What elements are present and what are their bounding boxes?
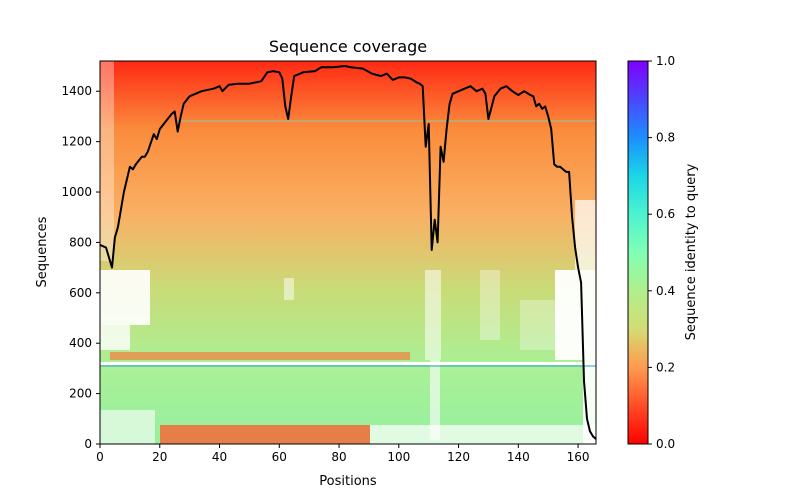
y-tick-label: 600 [69, 286, 92, 300]
colorbar-tick-label: 0.6 [656, 207, 675, 221]
y-axis: 0 200 400 600 800 1000 1200 1400 [61, 84, 100, 451]
colorbar: 0.0 0.2 0.4 0.6 0.8 1.0 Sequence identity to … [627, 54, 699, 451]
y-tick-label: 1400 [61, 84, 92, 98]
y-tick-label: 400 [69, 336, 92, 350]
y-tick-label: 800 [69, 235, 92, 249]
x-tick-label: 120 [447, 450, 470, 464]
y-tick-label: 200 [69, 387, 92, 401]
x-tick-label: 160 [567, 450, 590, 464]
x-tick-label: 100 [387, 450, 410, 464]
heatmap [100, 61, 596, 444]
plot-frame [99, 60, 597, 445]
colorbar-gradient [627, 60, 649, 445]
coverage-gaps [100, 61, 596, 444]
x-axis: 0 20 40 60 80 100 120 140 160 [96, 444, 590, 464]
x-tick-label: 40 [212, 450, 227, 464]
y-axis-label: Sequences [35, 216, 50, 287]
y-tick-label: 1200 [61, 135, 92, 149]
colorbar-label: Sequence identity to query [684, 163, 699, 340]
colorbar-tick-label: 1.0 [656, 54, 675, 68]
heatmap-fill [100, 61, 596, 444]
y-tick-label: 0 [84, 437, 92, 451]
y-tick-label: 1000 [61, 185, 92, 199]
x-tick-label: 20 [152, 450, 167, 464]
colorbar-tick-label: 0.4 [656, 284, 675, 298]
colorbar-ticks: 0.0 0.2 0.4 0.6 0.8 1.0 [648, 54, 675, 451]
x-tick-label: 140 [507, 450, 530, 464]
x-tick-label: 60 [272, 450, 287, 464]
colorbar-tick-label: 0.8 [656, 131, 675, 145]
red-band-upper [110, 352, 410, 360]
chart-title: Sequence coverage [269, 37, 427, 56]
dense-red-band [160, 425, 370, 444]
colorbar-tick-label: 0.0 [656, 437, 675, 451]
colorbar-tick-label: 0.2 [656, 360, 675, 374]
coverage-line [99, 65, 597, 440]
x-tick-label: 80 [331, 450, 346, 464]
x-axis-label: Positions [319, 474, 377, 489]
x-tick-label: 0 [96, 450, 104, 464]
